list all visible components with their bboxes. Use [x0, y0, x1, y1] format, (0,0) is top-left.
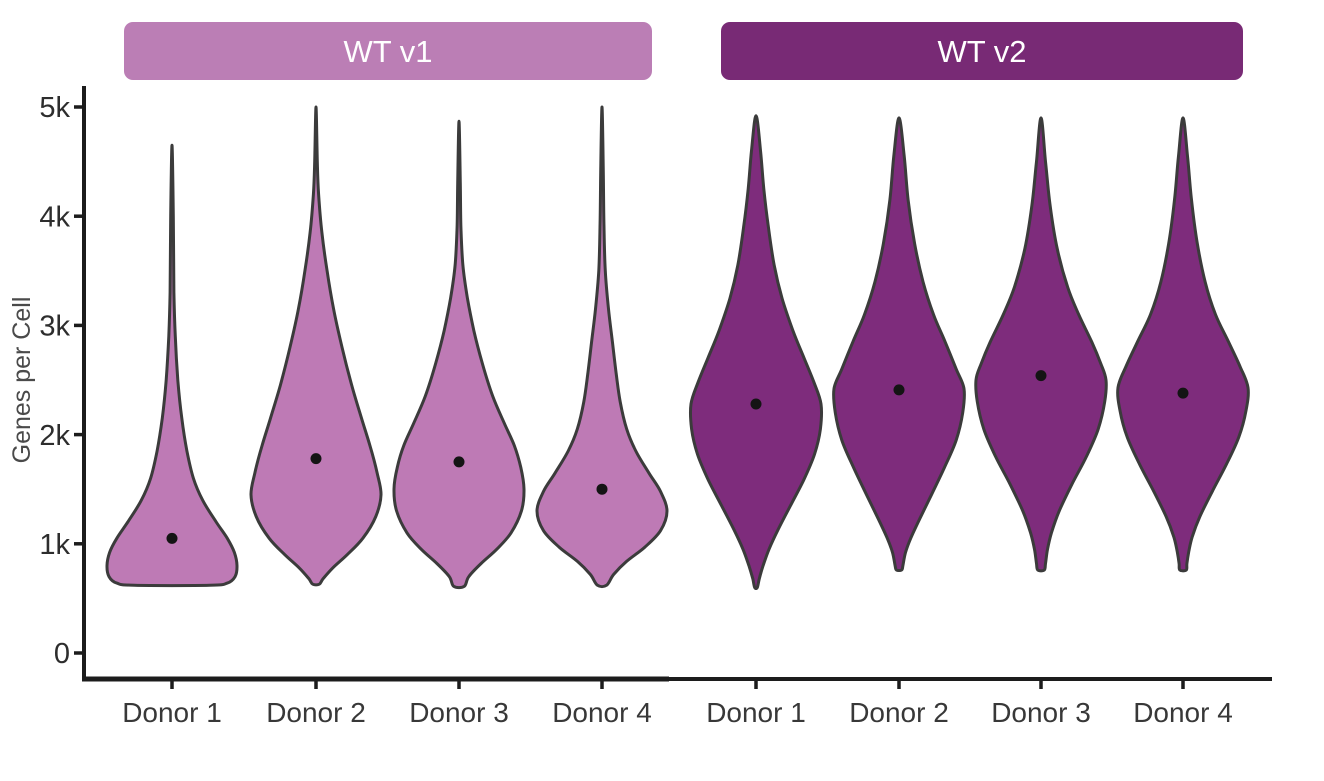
x-tick-label: Donor 4	[552, 697, 652, 728]
x-tick	[170, 681, 174, 689]
y-axis-title: Genes per Cell	[8, 297, 36, 464]
x-tick-label: Donor 3	[409, 697, 509, 728]
y-tick	[74, 432, 84, 437]
median-dot	[893, 384, 905, 396]
y-tick-label: 5k	[39, 92, 70, 124]
median-dot	[453, 456, 465, 468]
violin-wt-v1-donor-4	[535, 105, 669, 589]
x-tick	[600, 681, 604, 689]
x-tick-label: Donor 1	[122, 697, 222, 728]
facet-header-label: WT v1	[344, 34, 433, 69]
y-tick	[74, 105, 84, 109]
violin-wt-v2-donor-2	[832, 116, 966, 573]
violin-wt-v2-donor-1	[688, 114, 824, 591]
violin-wt-v1-donor-1	[105, 143, 239, 588]
x-tick	[897, 681, 901, 689]
median-dot	[310, 453, 322, 465]
y-tick	[74, 651, 84, 655]
facet-header-wt-v2	[721, 22, 1243, 80]
y-tick	[74, 542, 84, 546]
x-tick	[1181, 681, 1185, 689]
y-tick-label: 4k	[39, 201, 70, 233]
y-tick	[74, 214, 84, 218]
violin-wt-v1-donor-3	[392, 119, 526, 590]
violin-wt-v2-donor-3	[974, 116, 1108, 573]
y-tick-label: 3k	[39, 311, 70, 343]
x-tick-label: Donor 4	[1133, 697, 1233, 728]
median-dot	[596, 483, 608, 495]
x-tick	[754, 681, 758, 689]
x-tick	[457, 681, 461, 689]
violin-wt-v2-donor-4	[1116, 116, 1250, 573]
y-tick	[74, 323, 84, 328]
x-tick-label: Donor 3	[991, 697, 1091, 728]
median-dot	[166, 532, 178, 544]
x-tick-label: Donor 2	[266, 697, 366, 728]
y-tick-label: 1k	[39, 529, 70, 561]
median-dot	[750, 398, 762, 410]
x-tick	[314, 681, 318, 689]
x-axis-spine-wt-v1	[82, 676, 669, 682]
x-tick-label: Donor 1	[706, 697, 806, 728]
x-tick	[1039, 681, 1043, 689]
violin-wt-v1-donor-2	[249, 105, 383, 587]
y-tick-label: 2k	[39, 420, 70, 452]
median-dot	[1177, 387, 1189, 399]
y-tick-label: 0	[54, 638, 70, 670]
facet-header-label: WT v2	[938, 34, 1027, 69]
median-dot	[1035, 370, 1047, 382]
x-tick-label: Donor 2	[849, 697, 949, 728]
y-axis-spine	[82, 86, 86, 682]
x-axis-spine-wt-v2	[669, 677, 1272, 681]
facet-header-wt-v1	[124, 22, 652, 80]
